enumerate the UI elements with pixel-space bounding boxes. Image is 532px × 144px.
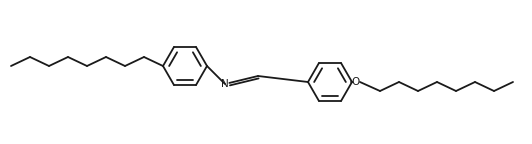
Text: O: O [352,77,360,87]
Text: N: N [221,79,229,89]
